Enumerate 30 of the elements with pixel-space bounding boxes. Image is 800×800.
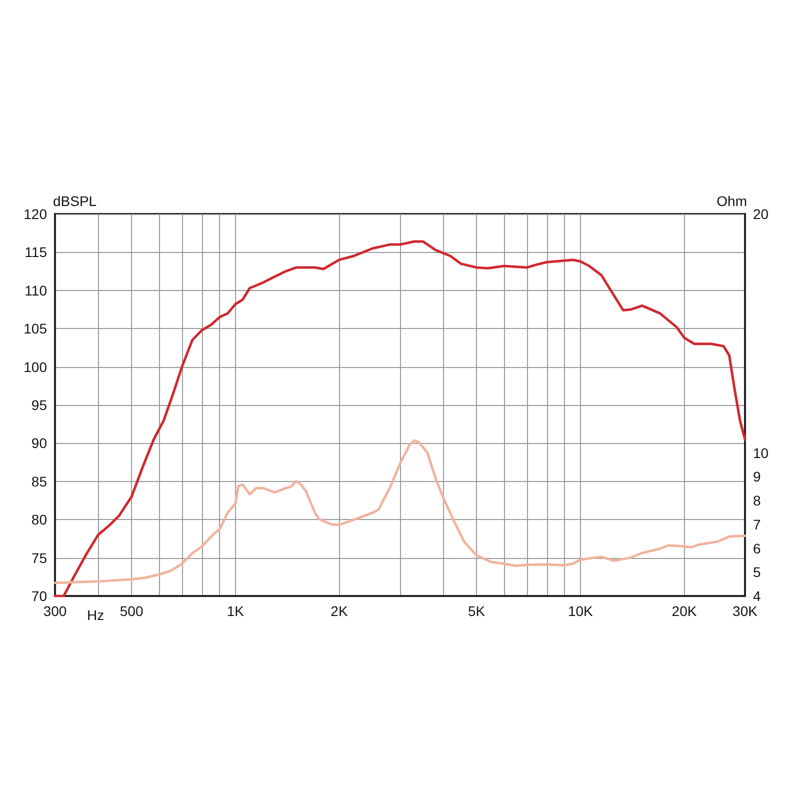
y2-tick-label: 20 (753, 206, 769, 222)
y-tick-label: 70 (31, 588, 48, 604)
y-tick-label: 85 (31, 473, 48, 490)
y-tick-label: 120 (24, 206, 48, 222)
y2-tick-label: 10 (753, 444, 769, 461)
x-tick-label: 5K (468, 603, 486, 619)
y-tick-label: 115 (24, 244, 48, 260)
x-tick-label: 30K (732, 603, 758, 619)
y-tick-label: 90 (31, 435, 48, 452)
y-tick-label: 75 (31, 550, 48, 566)
y2-tick-label: 8 (753, 492, 761, 508)
y2-tick-label: 9 (753, 468, 761, 485)
x-tick-label: 500 (120, 603, 144, 619)
y2-tick-label: 6 (753, 540, 761, 556)
x-tick-label: 2K (330, 603, 348, 619)
x-tick-label: 20K (672, 603, 698, 619)
y-axis-title: dBSPL (53, 193, 97, 209)
y-tick-label: 100 (24, 358, 48, 375)
x-tick-label: 1K (226, 603, 245, 619)
x-axis-title: Hz (87, 607, 104, 623)
y-tick-label: 80 (31, 512, 48, 528)
x-tick-label: 300 (43, 603, 67, 619)
y-tick-label: 95 (31, 397, 48, 413)
y-tick-label: 110 (24, 282, 48, 298)
y-tick-label: 105 (24, 320, 48, 337)
x-tick-label: 10K (568, 603, 594, 619)
y2-tick-label: 4 (753, 588, 761, 604)
y2-axis-title: Ohm (716, 193, 747, 209)
y2-tick-label: 7 (753, 516, 761, 532)
y2-tick-label: 5 (753, 564, 761, 580)
